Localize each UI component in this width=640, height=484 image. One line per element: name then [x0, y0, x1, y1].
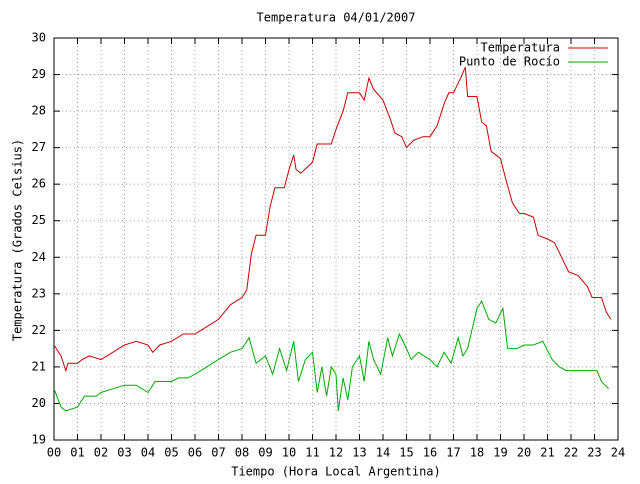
y-tick-label: 29 [32, 67, 46, 81]
x-tick-label: 17 [446, 446, 460, 460]
x-tick-label: 07 [211, 446, 225, 460]
x-tick-label: 01 [70, 446, 84, 460]
x-tick-label: 11 [305, 446, 319, 460]
y-tick-label: 27 [32, 140, 46, 154]
y-tick-label: 30 [32, 31, 46, 45]
x-tick-label: 08 [235, 446, 249, 460]
x-tick-label: 14 [376, 446, 390, 460]
y-tick-label: 22 [32, 323, 46, 337]
x-tick-label: 12 [329, 446, 343, 460]
y-tick-label: 26 [32, 177, 46, 191]
x-tick-label: 21 [540, 446, 554, 460]
x-axis-label: Tiempo (Hora Local Argentina) [231, 465, 441, 479]
x-tick-label: 19 [493, 446, 507, 460]
x-tick-label: 22 [564, 446, 578, 460]
y-tick-label: 19 [32, 433, 46, 447]
x-tick-label: 09 [258, 446, 272, 460]
y-tick-label: 21 [32, 359, 46, 373]
y-axis-label: Temperatura (Grados Celsius) [11, 139, 25, 341]
y-tick-label: 20 [32, 396, 46, 410]
x-tick-label: 04 [141, 446, 155, 460]
x-tick-label: 15 [399, 446, 413, 460]
x-tick-label: 03 [117, 446, 131, 460]
chart-title: Temperatura 04/01/2007 [257, 11, 416, 25]
x-tick-label: 10 [282, 446, 296, 460]
x-tick-label: 18 [470, 446, 484, 460]
x-tick-label: 00 [47, 446, 61, 460]
plot-frame [53, 37, 619, 441]
data-line [53, 67, 612, 373]
x-tick-label: 06 [188, 446, 202, 460]
x-tick-label: 13 [352, 446, 366, 460]
x-tick-label: 24 [611, 446, 625, 460]
y-tick-label: 24 [32, 250, 46, 264]
x-tick-label: 23 [587, 446, 601, 460]
y-tick-label: 28 [32, 104, 46, 118]
legend-label: Punto de Rocío [459, 55, 560, 69]
x-tick-label: 16 [423, 446, 437, 460]
y-tick-label: 23 [32, 286, 46, 300]
y-tick-label: 25 [32, 213, 46, 227]
x-tick-label: 05 [164, 446, 178, 460]
data-line [53, 300, 609, 412]
x-tick-label: 20 [517, 446, 531, 460]
legend-label: Temperatura [481, 41, 560, 55]
x-tick-label: 02 [94, 446, 108, 460]
